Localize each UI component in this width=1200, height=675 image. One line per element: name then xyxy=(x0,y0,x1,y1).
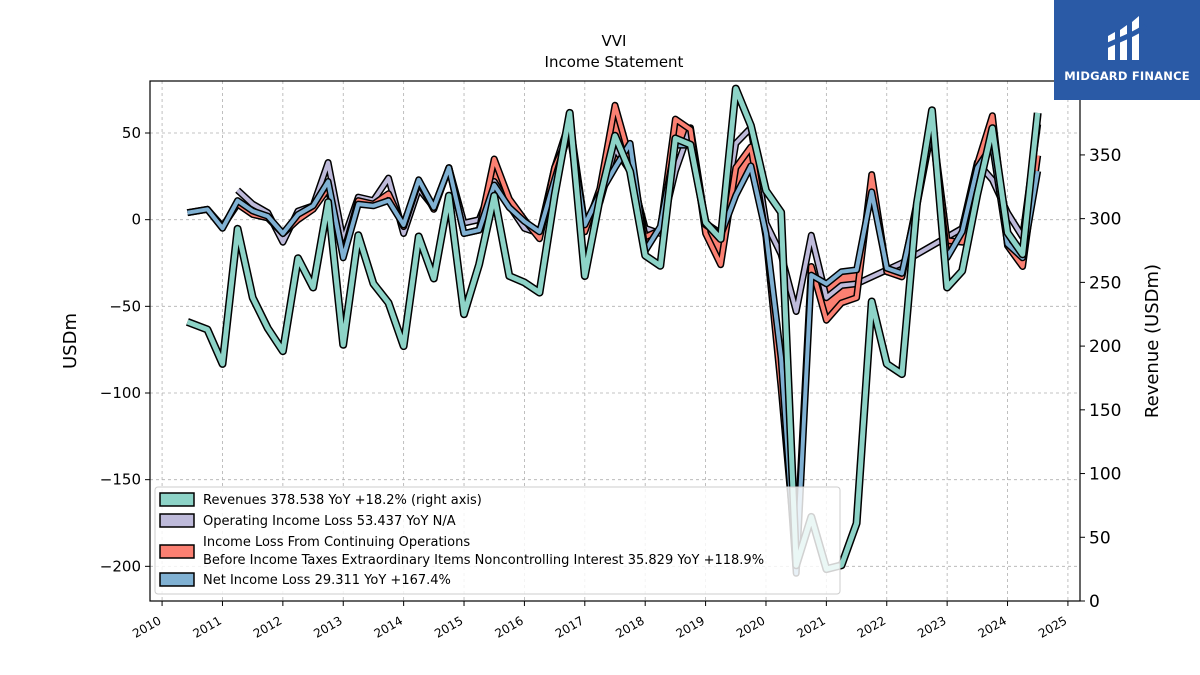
series-line-ni xyxy=(187,125,1040,576)
y-tick-label: 0 xyxy=(131,211,141,229)
chart-title: VVI xyxy=(602,32,627,50)
legend-label-net-income: Net Income Loss 29.311 YoY +167.4% xyxy=(203,573,451,588)
y-axis-left: 50 0 −50 −100 −150 −200 xyxy=(100,124,150,575)
legend: Revenues 378.538 YoY +18.2% (right axis)… xyxy=(154,486,841,595)
x-tick-label: 2023 xyxy=(915,613,948,640)
legend-swatch-revenues xyxy=(159,492,195,507)
y2-axis-label: Revenue (USDm) xyxy=(1142,264,1163,418)
legend-label-operating-income: Operating Income Loss 53.437 YoY N/A xyxy=(203,514,456,529)
y-tick-label: −100 xyxy=(100,384,141,402)
plot-frame xyxy=(149,80,1081,602)
x-tick-label: 2014 xyxy=(372,613,405,640)
x-tick-label: 2018 xyxy=(613,613,646,640)
y2-tick-label: 250 xyxy=(1089,273,1121,293)
y-tick-label: 50 xyxy=(122,124,141,142)
legend-swatch-pretax-income xyxy=(159,544,195,559)
y-tick-label: −200 xyxy=(100,557,141,575)
legend-label-pretax-income: Income Loss From Continuing Operations B… xyxy=(203,535,764,568)
y-tick-label: −150 xyxy=(100,471,141,489)
y-axis-label: USDm xyxy=(60,313,81,369)
y2-tick-label: 300 xyxy=(1089,210,1121,230)
x-tick-label: 2010 xyxy=(130,613,163,640)
legend-label-pretax-line-1: Income Loss From Continuing Operations xyxy=(203,535,470,550)
y2-tick-label: 0 xyxy=(1089,592,1100,612)
x-tick-label: 2022 xyxy=(855,613,888,640)
midgard-logo-icon xyxy=(1104,16,1148,60)
chart-subtitle: Income Statement xyxy=(545,53,684,71)
y2-tick-label: 350 xyxy=(1089,146,1121,166)
legend-label-revenues: Revenues 378.538 YoY +18.2% (right axis) xyxy=(203,493,482,508)
x-tick-label: 2024 xyxy=(976,613,1009,640)
y-axis-right: 400350300250200150100500 xyxy=(1080,82,1121,612)
x-tick-label: 2015 xyxy=(432,613,465,640)
y2-tick-label: 100 xyxy=(1089,465,1121,485)
x-tick-label: 2020 xyxy=(734,613,767,640)
x-tick-label: 2013 xyxy=(311,613,344,640)
y2-tick-label: 150 xyxy=(1089,401,1121,421)
x-tick-label: 2019 xyxy=(674,613,707,640)
x-tick-label: 2012 xyxy=(251,613,284,640)
x-tick-label: 2017 xyxy=(553,613,586,640)
x-tick-label: 2021 xyxy=(794,613,827,640)
x-tick-label: 2011 xyxy=(191,613,224,640)
series-lines xyxy=(185,84,1042,577)
legend-swatch-operating-income xyxy=(159,513,195,528)
legend-label-pretax-line-2: Before Income Taxes Extraordinary Items … xyxy=(203,553,764,568)
y2-tick-label: 50 xyxy=(1089,528,1111,548)
legend-swatch-net-income xyxy=(159,572,195,587)
x-tick-label: 2025 xyxy=(1036,613,1069,640)
brand-name: MIDGARD FINANCE xyxy=(1064,69,1190,83)
x-axis: 2010 2011 2012 2013 2014 2015 2016 2017 2018 2019… xyxy=(130,601,1069,641)
brand-logo: MIDGARD FINANCE xyxy=(1054,0,1200,100)
series-line-rev xyxy=(186,86,1041,572)
y2-tick-label: 200 xyxy=(1089,337,1121,357)
x-tick-label: 2016 xyxy=(492,613,525,640)
legend-box xyxy=(154,486,841,595)
y-tick-label: −50 xyxy=(109,297,141,315)
